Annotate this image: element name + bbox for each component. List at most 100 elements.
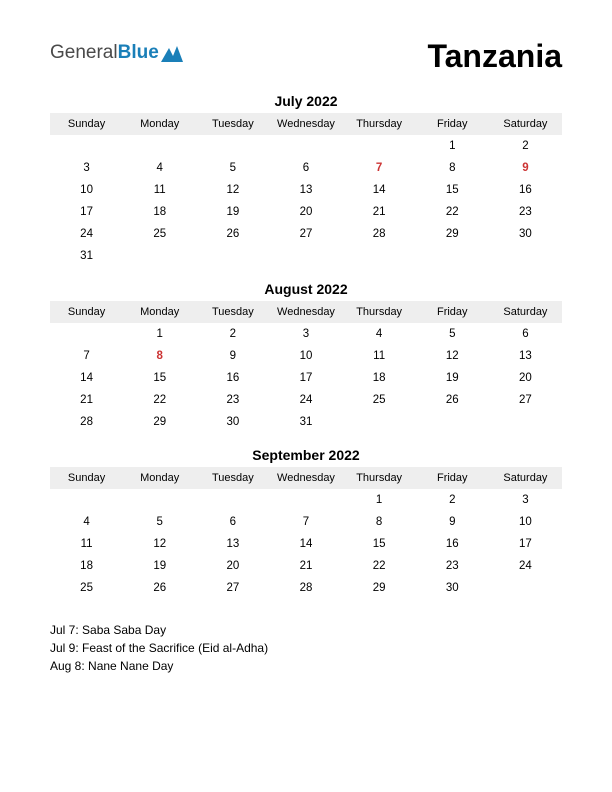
calendar-day: 8 [123, 345, 196, 367]
day-header: Thursday [343, 113, 416, 135]
calendars-container: July 2022SundayMondayTuesdayWednesdayThu… [50, 93, 562, 599]
calendar-day: 25 [123, 223, 196, 245]
calendar-day: 12 [416, 345, 489, 367]
calendar-day: 10 [269, 345, 342, 367]
day-header: Wednesday [269, 301, 342, 323]
calendar-day [489, 577, 562, 599]
day-header: Sunday [50, 467, 123, 489]
logo-text-blue: Blue [118, 42, 159, 64]
calendar-day: 1 [343, 489, 416, 511]
calendar-day: 6 [269, 157, 342, 179]
calendar-day: 25 [50, 577, 123, 599]
calendar-week: 45678910 [50, 511, 562, 533]
calendar-day [50, 323, 123, 345]
calendar-day [50, 489, 123, 511]
calendar-week: 123456 [50, 323, 562, 345]
calendar-day: 15 [416, 179, 489, 201]
calendar-day: 17 [50, 201, 123, 223]
calendar-day: 12 [196, 179, 269, 201]
calendar-day: 19 [416, 367, 489, 389]
calendar-week: 18192021222324 [50, 555, 562, 577]
day-header: Saturday [489, 301, 562, 323]
calendar-day: 25 [343, 389, 416, 411]
calendar-day: 23 [196, 389, 269, 411]
day-header: Wednesday [269, 467, 342, 489]
calendar-day: 22 [416, 201, 489, 223]
calendar-day: 30 [416, 577, 489, 599]
holiday-entry: Jul 7: Saba Saba Day [50, 621, 562, 639]
calendar-day [343, 135, 416, 157]
calendar-day: 9 [196, 345, 269, 367]
calendar-day: 21 [343, 201, 416, 223]
calendar-day: 5 [123, 511, 196, 533]
calendar-day: 26 [196, 223, 269, 245]
calendar-day: 30 [196, 411, 269, 433]
calendar-month: August 2022SundayMondayTuesdayWednesdayT… [50, 281, 562, 433]
calendar-day: 27 [489, 389, 562, 411]
day-header: Monday [123, 113, 196, 135]
calendar-week: 252627282930 [50, 577, 562, 599]
calendar-day: 19 [123, 555, 196, 577]
calendar-day: 7 [50, 345, 123, 367]
calendar-day: 21 [269, 555, 342, 577]
logo-text-general: General [50, 42, 118, 64]
calendar-week: 14151617181920 [50, 367, 562, 389]
calendar-day: 31 [50, 245, 123, 267]
calendar-week: 17181920212223 [50, 201, 562, 223]
calendar-day: 23 [416, 555, 489, 577]
calendar-day: 21 [50, 389, 123, 411]
day-header: Thursday [343, 301, 416, 323]
calendar-week: 11121314151617 [50, 533, 562, 555]
header: GeneralBlue Tanzania [50, 38, 562, 75]
calendar-day: 18 [50, 555, 123, 577]
month-title: August 2022 [50, 281, 562, 297]
calendar-day [343, 245, 416, 267]
calendar-day: 28 [269, 577, 342, 599]
calendar-day: 16 [416, 533, 489, 555]
calendar-day [269, 245, 342, 267]
calendar-day: 2 [416, 489, 489, 511]
calendar-day: 6 [196, 511, 269, 533]
calendar-day: 14 [269, 533, 342, 555]
day-header: Saturday [489, 467, 562, 489]
calendar-day: 13 [269, 179, 342, 201]
holidays-list: Jul 7: Saba Saba DayJul 9: Feast of the … [50, 621, 562, 675]
calendar-day: 3 [269, 323, 342, 345]
calendar-day: 8 [343, 511, 416, 533]
calendar-day [416, 245, 489, 267]
calendar-day: 27 [196, 577, 269, 599]
calendar-table: SundayMondayTuesdayWednesdayThursdayFrid… [50, 467, 562, 599]
calendar-day: 5 [196, 157, 269, 179]
calendar-day: 24 [50, 223, 123, 245]
calendar-day: 20 [196, 555, 269, 577]
day-header: Tuesday [196, 301, 269, 323]
calendar-week: 21222324252627 [50, 389, 562, 411]
calendar-day [269, 135, 342, 157]
calendar-day: 22 [343, 555, 416, 577]
calendar-day [196, 245, 269, 267]
calendar-day: 22 [123, 389, 196, 411]
day-header: Friday [416, 301, 489, 323]
calendar-day: 12 [123, 533, 196, 555]
calendar-day: 13 [489, 345, 562, 367]
calendar-day: 15 [123, 367, 196, 389]
calendar-day [269, 489, 342, 511]
calendar-day: 3 [50, 157, 123, 179]
calendar-day: 20 [489, 367, 562, 389]
calendar-page: GeneralBlue Tanzania July 2022SundayMond… [0, 0, 612, 705]
calendar-day: 20 [269, 201, 342, 223]
calendar-day: 10 [489, 511, 562, 533]
day-header: Sunday [50, 113, 123, 135]
calendar-day: 5 [416, 323, 489, 345]
calendar-day: 28 [50, 411, 123, 433]
calendar-day: 3 [489, 489, 562, 511]
day-header: Monday [123, 467, 196, 489]
calendar-day: 30 [489, 223, 562, 245]
calendar-day [196, 135, 269, 157]
calendar-day: 29 [416, 223, 489, 245]
logo-icon [161, 44, 183, 68]
calendar-week: 24252627282930 [50, 223, 562, 245]
calendar-week: 12 [50, 135, 562, 157]
country-title: Tanzania [427, 38, 562, 75]
day-header: Saturday [489, 113, 562, 135]
